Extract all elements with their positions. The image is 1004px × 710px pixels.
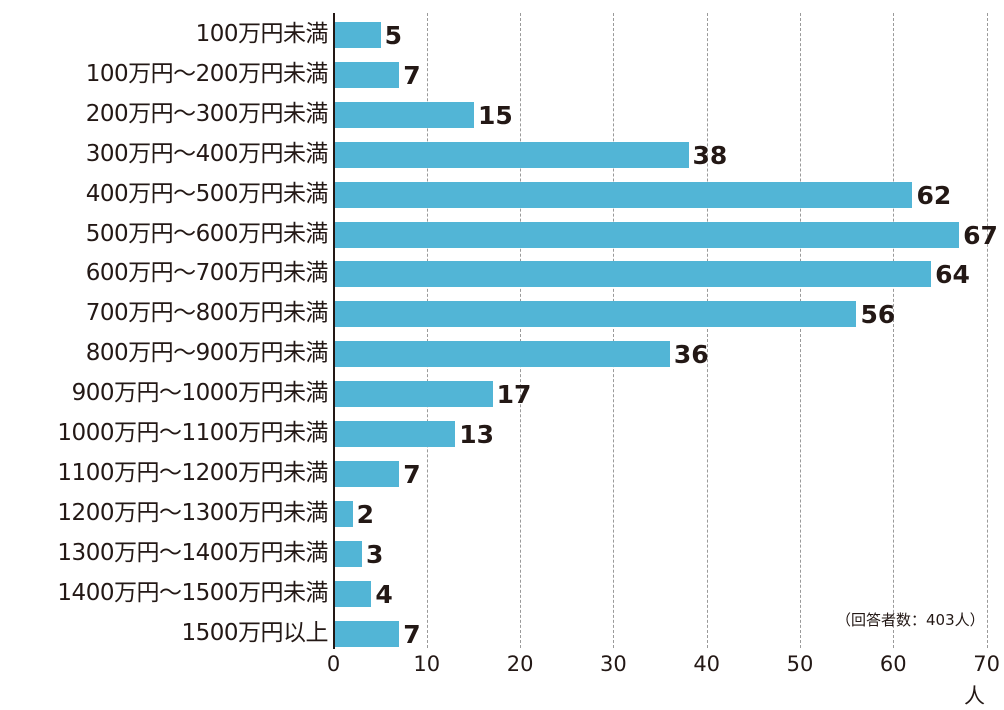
gridline <box>800 13 801 648</box>
category-label: 200万円〜300万円未満 <box>85 100 329 127</box>
category-label: 1000万円〜1100万円未満 <box>57 420 328 446</box>
category-label: 1300万円〜1400万円未満 <box>57 539 328 566</box>
bar <box>334 341 670 368</box>
x-tick-label: 50 <box>786 652 814 676</box>
category-label: 900万円〜1000万円未満 <box>71 380 329 407</box>
category-label: 1200万円〜1300万円未満 <box>57 499 328 526</box>
value-label: 13 <box>459 420 495 449</box>
category-label: 1500万円以上 <box>181 619 328 646</box>
value-label: 3 <box>365 539 384 569</box>
bar <box>334 301 857 328</box>
value-label: 15 <box>477 100 513 130</box>
x-tick-label: 40 <box>693 652 721 676</box>
bar <box>334 381 493 408</box>
x-axis-unit-label: 人 <box>964 684 985 708</box>
value-label: 2 <box>356 499 375 529</box>
bar <box>334 421 456 447</box>
bar <box>334 261 932 288</box>
bar <box>334 181 913 208</box>
category-label: 700万円〜800万円未満 <box>85 300 329 327</box>
value-label: 4 <box>375 579 393 609</box>
category-label: 500万円〜600万円未満 <box>85 220 329 247</box>
bar <box>334 221 960 248</box>
gridline <box>613 13 615 648</box>
bar <box>334 620 400 647</box>
bar <box>334 500 353 527</box>
gridline <box>893 13 895 648</box>
x-tick-label: 70 <box>973 652 1000 676</box>
bar <box>334 101 474 128</box>
bar <box>334 61 400 88</box>
value-label: 5 <box>384 21 403 50</box>
respondent-count-note: （回答者数：403人） <box>836 611 985 629</box>
category-label: 1400万円〜1500万円未満 <box>57 579 328 606</box>
gridline <box>986 13 988 648</box>
category-label: 400万円〜500万円未満 <box>85 180 329 207</box>
x-tick-label: 0 <box>326 652 341 676</box>
category-label: 600万円〜700万円未満 <box>85 260 329 287</box>
value-label: 38 <box>692 140 728 170</box>
category-label: 1100万円〜1200万円未満 <box>57 459 328 486</box>
gridline <box>706 13 708 648</box>
value-label: 64 <box>935 260 970 290</box>
value-label: 62 <box>916 180 952 210</box>
bar <box>334 580 372 607</box>
value-label: 17 <box>496 380 532 410</box>
value-label: 67 <box>963 220 998 250</box>
x-tick-label: 20 <box>506 652 534 676</box>
value-label: 7 <box>403 619 421 649</box>
bar <box>334 460 400 487</box>
value-label: 7 <box>403 60 421 90</box>
bar <box>334 22 381 48</box>
x-tick-label: 10 <box>413 652 441 676</box>
gridline <box>426 13 428 648</box>
x-tick-label: 60 <box>879 652 907 676</box>
category-label: 100万円〜200万円未満 <box>85 60 329 87</box>
gridline <box>520 13 522 648</box>
value-label: 36 <box>673 340 709 370</box>
x-tick-label: 30 <box>600 652 627 676</box>
value-label: 56 <box>860 300 896 330</box>
y-axis-line <box>333 13 335 649</box>
bar <box>334 540 362 567</box>
category-label: 300万円〜400万円未満 <box>85 140 329 167</box>
category-label: 100万円未満 <box>195 21 329 47</box>
bar <box>334 141 689 168</box>
category-label: 800万円〜900万円未満 <box>85 340 329 367</box>
value-label: 7 <box>403 459 421 489</box>
